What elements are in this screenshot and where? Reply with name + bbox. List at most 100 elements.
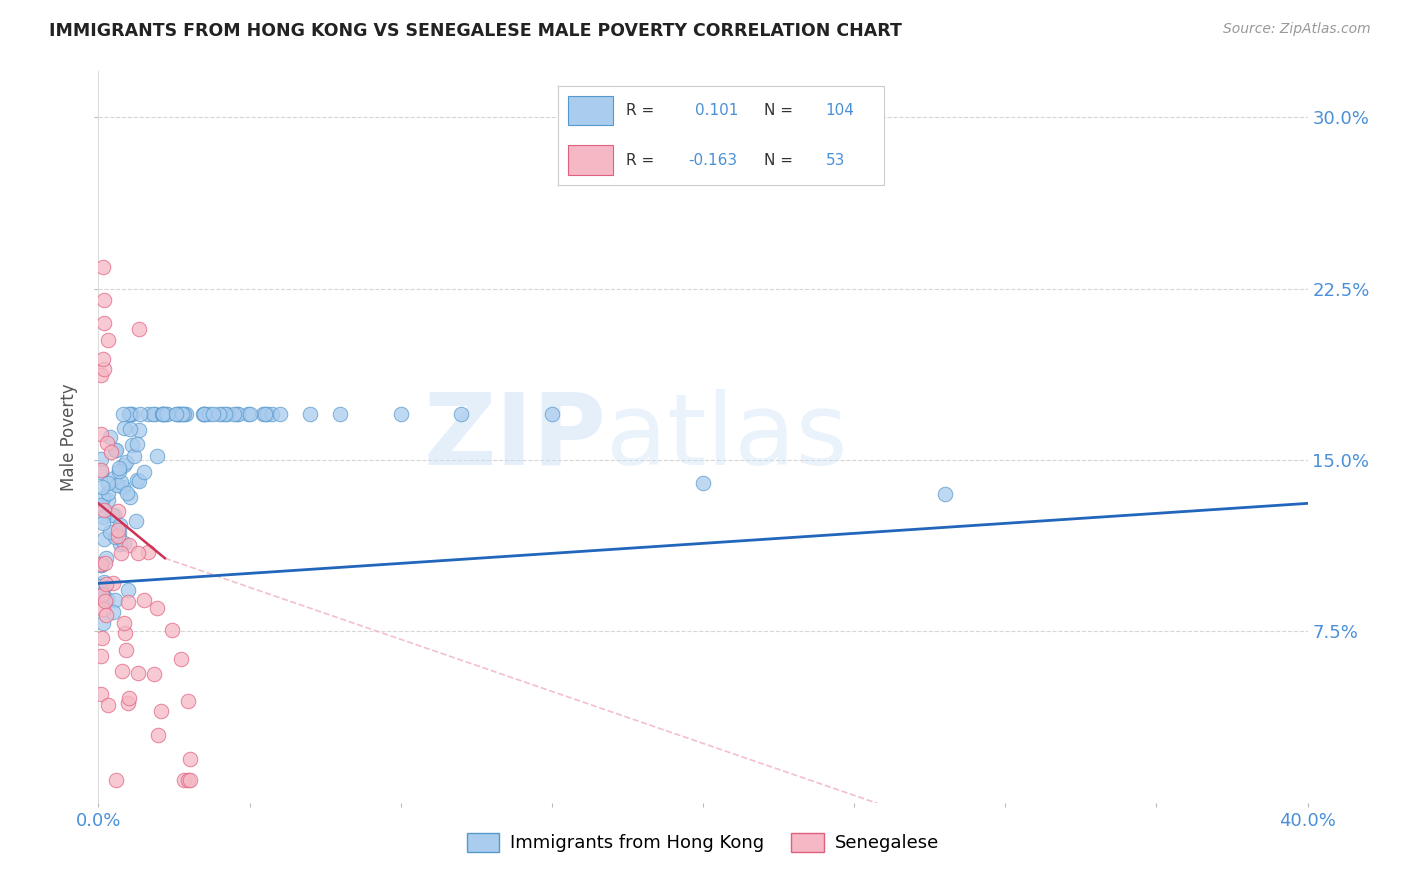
Point: [208, 407, 231, 421]
Point: [170, 652, 193, 666]
Point: [122, 449, 145, 463]
Point: [101, 508, 124, 522]
Point: [128, 423, 150, 437]
Point: [107, 464, 129, 478]
Point: [100, 445, 122, 459]
Point: [193, 407, 215, 421]
Point: [94, 608, 117, 623]
Point: [193, 407, 215, 421]
Point: [105, 442, 128, 457]
Point: [146, 728, 169, 742]
Point: [104, 593, 127, 607]
Point: [112, 536, 135, 550]
Point: [256, 407, 278, 421]
Point: [91, 351, 114, 366]
Point: [91, 602, 114, 616]
Point: [104, 442, 127, 457]
Point: [118, 422, 141, 436]
Point: [120, 491, 142, 505]
Text: Source: ZipAtlas.com: Source: ZipAtlas.com: [1223, 22, 1371, 37]
Point: [198, 407, 221, 421]
Point: [166, 407, 188, 421]
Point: [167, 407, 190, 421]
Point: [107, 529, 129, 543]
Point: [97, 493, 120, 508]
Point: [128, 407, 150, 421]
Point: [90, 466, 112, 480]
Point: [93, 293, 115, 307]
Point: [540, 407, 562, 421]
Point: [143, 407, 166, 421]
Point: [110, 665, 132, 679]
Point: [269, 407, 291, 421]
Point: [160, 623, 183, 637]
Point: [112, 421, 135, 435]
Point: [115, 643, 138, 657]
Point: [173, 772, 195, 787]
Point: [225, 407, 247, 421]
Point: [179, 751, 201, 765]
Point: [152, 407, 174, 421]
Point: [103, 605, 125, 619]
Point: [132, 592, 155, 607]
Point: [329, 407, 352, 421]
Point: [90, 558, 112, 572]
Point: [156, 407, 179, 421]
Point: [128, 322, 150, 336]
Point: [118, 407, 141, 421]
Point: [194, 407, 217, 421]
Point: [91, 491, 114, 506]
Point: [125, 514, 148, 528]
Point: [118, 691, 141, 706]
Point: [93, 532, 115, 546]
Point: [97, 333, 120, 347]
Point: [136, 545, 159, 559]
Point: [389, 407, 412, 421]
Point: [215, 407, 238, 421]
Point: [98, 429, 121, 443]
Point: [107, 504, 129, 518]
Point: [165, 407, 187, 421]
Point: [105, 477, 128, 491]
Point: [252, 407, 274, 421]
Point: [121, 407, 143, 421]
Point: [127, 546, 149, 560]
Point: [121, 438, 143, 452]
Point: [90, 480, 112, 494]
Point: [94, 594, 117, 608]
Point: [117, 696, 139, 710]
Point: [112, 480, 135, 494]
Point: [107, 526, 129, 541]
Point: [90, 451, 112, 466]
Point: [172, 407, 194, 421]
Point: [110, 518, 132, 533]
Point: [93, 316, 115, 330]
Point: [934, 487, 956, 501]
Point: [146, 449, 169, 463]
Point: [90, 368, 112, 382]
Point: [91, 615, 114, 630]
Point: [214, 407, 236, 421]
Point: [103, 508, 125, 522]
Point: [93, 516, 115, 531]
Point: [136, 407, 159, 421]
Point: [97, 698, 120, 713]
Point: [97, 476, 120, 491]
Point: [238, 407, 260, 421]
Point: [179, 772, 201, 787]
Point: [93, 361, 115, 376]
Point: [107, 523, 129, 537]
Point: [117, 595, 139, 609]
Point: [97, 485, 120, 500]
Text: atlas: atlas: [606, 389, 848, 485]
Point: [260, 407, 283, 421]
Point: [176, 772, 198, 787]
Point: [110, 546, 132, 560]
Point: [91, 587, 114, 601]
Point: [90, 688, 112, 702]
Point: [90, 498, 112, 512]
Point: [114, 626, 136, 640]
Point: [155, 407, 177, 421]
Point: [170, 407, 193, 421]
Point: [211, 407, 233, 421]
